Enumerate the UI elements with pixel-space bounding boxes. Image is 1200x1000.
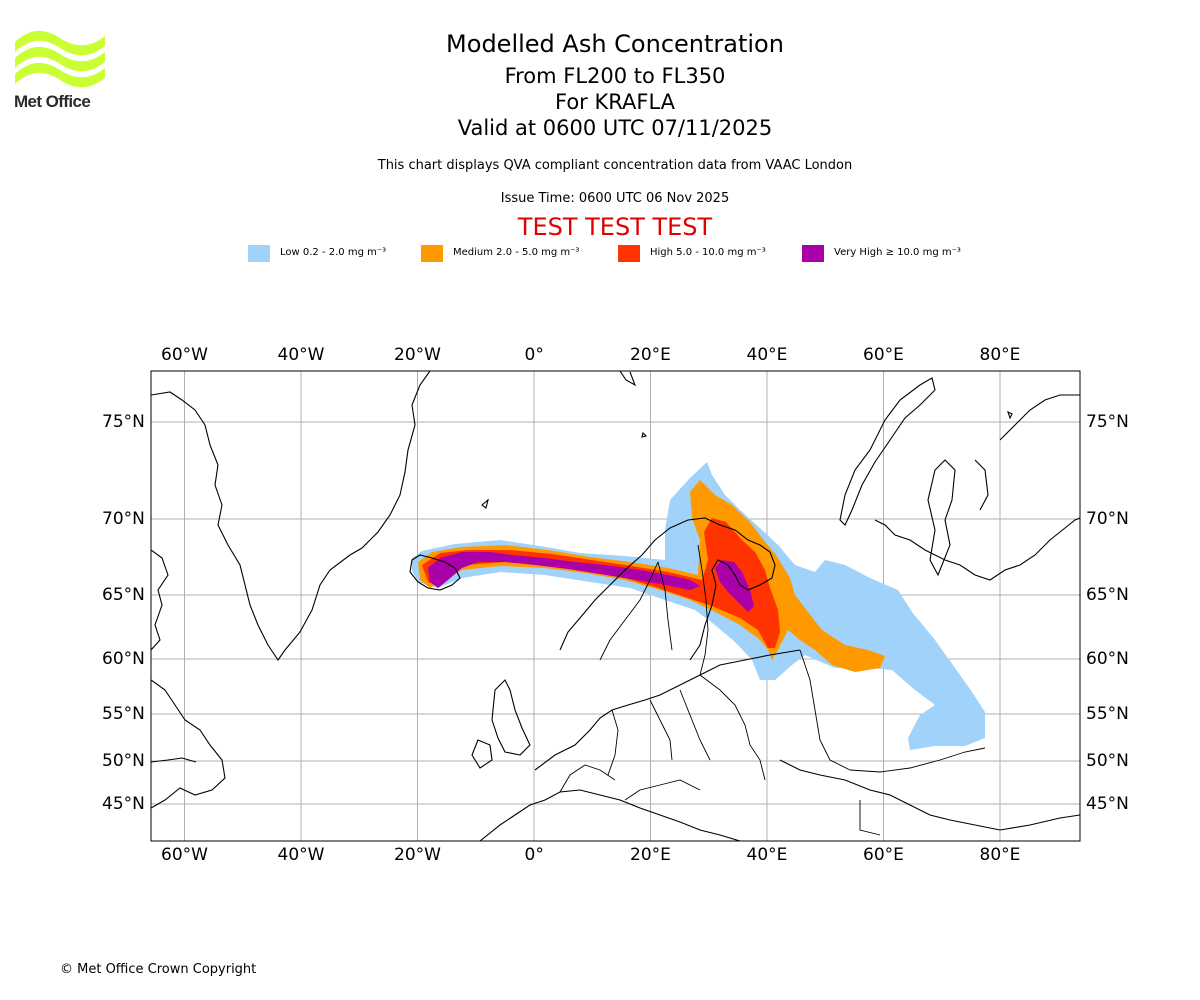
map-frame	[150, 370, 1081, 842]
coastlines	[151, 371, 1080, 841]
lon-label-top: 60°W	[161, 345, 208, 365]
legend-swatch-low	[248, 245, 270, 262]
legend-swatch-medium	[421, 245, 443, 262]
lat-label-left: 70°N	[102, 509, 145, 529]
flight-level-range: From FL200 to FL350	[504, 64, 726, 88]
legend-label-high: High 5.0 - 10.0 mg m⁻³	[650, 247, 766, 258]
lon-label-bottom: 0°	[524, 845, 544, 865]
lon-label-top: 20°E	[630, 345, 671, 365]
lon-label-top: 40°E	[746, 345, 788, 365]
lon-label-bottom: 20°W	[394, 845, 441, 865]
ash-very-high-region	[428, 552, 754, 612]
lat-label-right: 65°N	[1086, 585, 1129, 605]
legend-label-low: Low 0.2 - 2.0 mg m⁻³	[280, 247, 387, 258]
lon-label-top: 40°W	[277, 345, 325, 365]
lat-label-left: 55°N	[102, 704, 145, 724]
chart-description: This chart displays QVA compliant concen…	[377, 158, 853, 173]
lon-label-bottom: 40°E	[746, 845, 788, 865]
copyright: © Met Office Crown Copyright	[60, 962, 257, 977]
lon-label-top: 60°E	[863, 345, 904, 365]
lat-label-right: 55°N	[1086, 704, 1129, 724]
lat-label-right: 70°N	[1086, 509, 1129, 529]
lat-label-right: 50°N	[1086, 751, 1129, 771]
lat-label-right: 45°N	[1086, 794, 1129, 814]
test-banner: TEST TEST TEST	[517, 213, 713, 241]
lat-label-right: 60°N	[1086, 649, 1129, 669]
legend-label-medium: Medium 2.0 - 5.0 mg m⁻³	[453, 247, 580, 258]
lon-label-top: 20°W	[394, 345, 441, 365]
ash-high-region	[422, 518, 780, 648]
met-office-logo	[15, 30, 105, 88]
country-borders	[559, 544, 986, 836]
lon-label-top: 0°	[524, 345, 544, 365]
met-office-logo-text: Met Office	[14, 92, 91, 111]
lat-label-left: 65°N	[102, 585, 145, 605]
legend-swatch-very-high	[802, 245, 824, 262]
issue-time: Issue Time: 0600 UTC 06 Nov 2025	[500, 191, 730, 206]
lat-label-right: 75°N	[1086, 412, 1129, 432]
lon-label-bottom: 40°W	[277, 845, 325, 865]
lat-label-left: 45°N	[102, 794, 145, 814]
lat-label-left: 60°N	[102, 649, 145, 669]
lon-label-top: 80°E	[979, 345, 1021, 365]
ash-low-region	[412, 462, 985, 750]
legend-swatch-high	[618, 245, 640, 262]
volcano-name: For KRAFLA	[555, 90, 675, 114]
lon-label-bottom: 20°E	[630, 845, 671, 865]
lon-label-bottom: 80°E	[979, 845, 1021, 865]
lon-label-bottom: 60°E	[863, 845, 904, 865]
valid-time: Valid at 0600 UTC 07/11/2025	[457, 116, 773, 140]
lon-label-bottom: 60°W	[161, 845, 208, 865]
chart-title: Modelled Ash Concentration	[446, 30, 784, 58]
lat-label-left: 50°N	[102, 751, 145, 771]
graticule	[151, 371, 1080, 841]
legend-label-very-high: Very High ≥ 10.0 mg m⁻³	[834, 247, 961, 258]
lat-label-left: 75°N	[102, 412, 145, 432]
